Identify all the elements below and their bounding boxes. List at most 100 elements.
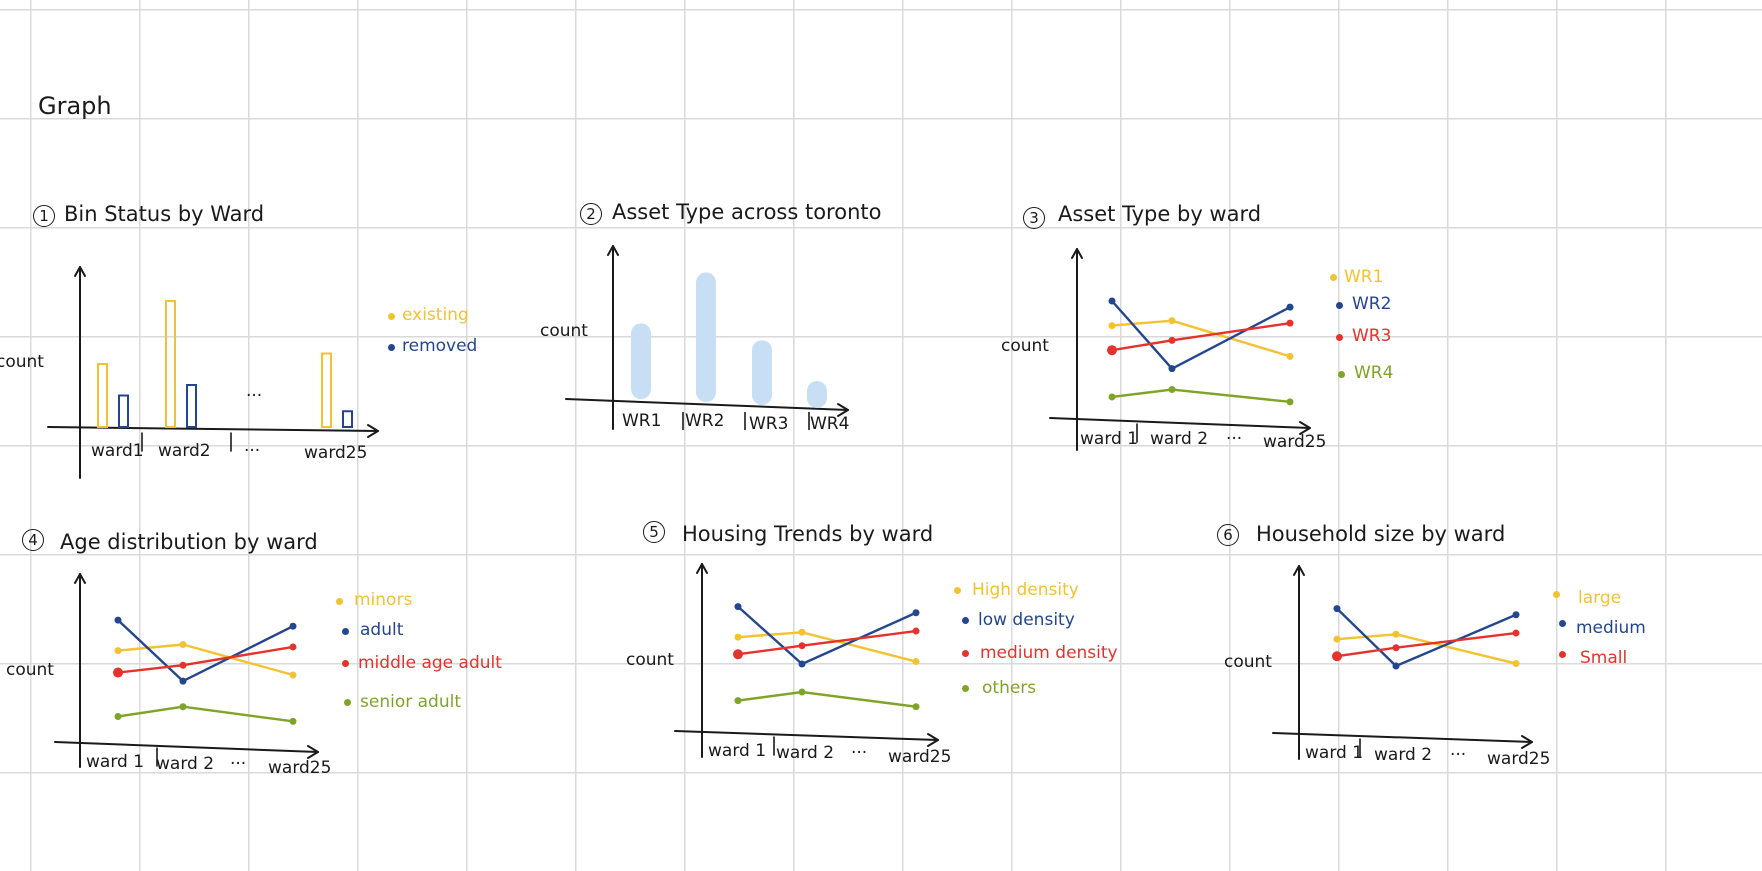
graph-3-legend-label-1: WR1 xyxy=(1344,267,1384,287)
graph-6-point-3-1 xyxy=(1332,651,1342,662)
graph-2-y-arrow xyxy=(607,245,619,256)
graph-4-title: Age distribution by ward xyxy=(60,530,318,554)
graph-5-legend-dot-3 xyxy=(962,650,969,657)
graph-3-point-1-2 xyxy=(1168,317,1176,325)
graph-4-legend-dot-4 xyxy=(344,699,351,706)
graph-5-point-3-1 xyxy=(733,649,743,660)
graph-1-bar-existing-1 xyxy=(97,363,108,428)
graph-3-x-arrow xyxy=(1299,421,1311,435)
graph-5-legend-dot-2 xyxy=(962,617,969,624)
graph-6-x-axis xyxy=(1272,732,1533,743)
graph-5-legend-label-1: High density xyxy=(972,580,1079,600)
graph-1-xlabel-2: ward2 xyxy=(158,441,211,461)
graph-3-xlabel-4: ward25 xyxy=(1263,432,1327,452)
graph-6-legend-label-2: medium xyxy=(1576,618,1646,638)
graph-1-x-arrow xyxy=(367,424,379,438)
graph-5-line-1 xyxy=(736,631,918,663)
graph-6-point-1-3 xyxy=(1512,660,1520,668)
graph-5-number: 5 xyxy=(643,521,665,543)
graph-1-bar-existing-3 xyxy=(321,352,332,428)
graph-3-point-4-1 xyxy=(1108,393,1116,401)
graph-6-legend-label-3: Small xyxy=(1580,648,1628,668)
graph-4-point-1-1 xyxy=(114,647,122,655)
graph-3-number: 3 xyxy=(1023,207,1045,229)
graph-3-legend-dot-4 xyxy=(1338,371,1345,378)
graph-3-xlabel-2: ward 2 xyxy=(1150,429,1209,449)
graph-4-point-3-1 xyxy=(113,667,123,678)
graph-3-legend-dot-3 xyxy=(1336,334,1343,341)
graph-3-y-arrow xyxy=(1071,248,1083,259)
graph-4-line-4 xyxy=(116,705,295,723)
graph-2-xlabel-1: WR1 xyxy=(622,411,662,431)
page-title: Graph xyxy=(38,92,112,120)
graph-1-legend-dot-2 xyxy=(388,344,395,351)
graph-3-point-3-2 xyxy=(1168,336,1176,344)
graph-1-xlabel-1: ward1 xyxy=(91,441,144,461)
graph-3-legend-dot-2 xyxy=(1336,302,1343,309)
graph-4-xlabel-2: ward 2 xyxy=(156,754,215,774)
graph-3-line-2 xyxy=(1110,299,1292,370)
graph-3-title: Asset Type by ward xyxy=(1058,202,1262,226)
graph-4-y-arrow xyxy=(74,573,86,584)
graph-2-xlabel-3: WR3 xyxy=(749,414,789,434)
graph-3-point-2-3 xyxy=(1286,303,1294,311)
graph-3-point-4-3 xyxy=(1286,398,1294,406)
graph-3-point-3-1 xyxy=(1107,345,1117,356)
graph-4-number: 4 xyxy=(22,529,44,551)
graph-1-ylabel: count xyxy=(0,352,44,372)
graph-1-xlabel-3: ··· xyxy=(244,441,261,461)
graph-4-point-1-3 xyxy=(289,671,297,679)
graph-1-bar-existing-2 xyxy=(165,300,176,428)
graph-1-xlabel-4: ward25 xyxy=(304,443,368,463)
graph-3-point-4-2 xyxy=(1168,386,1176,394)
graph-5-point-2-2 xyxy=(798,660,806,668)
graph-6-legend-label-1: large xyxy=(1578,588,1622,608)
graph-6-ylabel: count xyxy=(1224,652,1272,672)
graph-6-point-2-3 xyxy=(1512,611,1520,619)
graph-6-legend-dot-3 xyxy=(1559,651,1566,658)
graph-4-x-axis xyxy=(54,741,319,753)
graph-5-legend-dot-1 xyxy=(954,587,961,594)
graph-5-legend-label-3: medium density xyxy=(980,643,1118,663)
graph-5-point-4-2 xyxy=(798,688,806,696)
graph-4-point-4-3 xyxy=(289,717,297,725)
graph-2-ylabel: count xyxy=(540,321,588,341)
graph-5-point-3-3 xyxy=(912,627,920,635)
graph-3-xlabel-1: ward 1 xyxy=(1080,429,1139,449)
graph-1-legend-label-1: existing xyxy=(402,305,469,325)
graph-6-xlabel-2: ward 2 xyxy=(1374,745,1433,765)
graph-3-point-1-3 xyxy=(1286,352,1294,360)
graph-1-ellipsis: ··· xyxy=(246,386,263,406)
graph-4-ylabel: count xyxy=(6,660,54,680)
graph-5-xlabel-1: ward 1 xyxy=(708,741,767,761)
graph-6-xlabel-1: ward 1 xyxy=(1305,743,1364,763)
graph-4-point-4-2 xyxy=(179,703,187,711)
graph-6-point-2-1 xyxy=(1333,605,1341,613)
graph-5-point-4-1 xyxy=(734,697,742,705)
graph-1-number: 1 xyxy=(33,205,55,227)
graph-3-x-axis xyxy=(1049,417,1311,429)
graph-2-bar-2 xyxy=(696,272,716,402)
graph-6-line-1 xyxy=(1335,633,1518,665)
graph-6-point-2-2 xyxy=(1392,662,1400,670)
graph-5-point-1-1 xyxy=(734,633,742,641)
graph-4-legend-dot-2 xyxy=(342,628,349,635)
graph-4-point-2-2 xyxy=(179,677,187,685)
graph-3-point-2-1 xyxy=(1108,297,1116,305)
graph-4-point-3-2 xyxy=(179,661,187,669)
graph-3-ylabel: count xyxy=(1001,336,1049,356)
graph-4-point-2-1 xyxy=(114,616,122,624)
graph-5-point-4-3 xyxy=(912,703,920,711)
graph-3-line-4 xyxy=(1110,388,1292,404)
graph-1-bar-removed-1 xyxy=(118,394,129,428)
graph-6-x-arrow xyxy=(1521,735,1533,749)
graph-3-line-3 xyxy=(1110,321,1292,352)
graph-5-xlabel-2: ward 2 xyxy=(776,743,835,763)
graph-3-legend-label-3: WR3 xyxy=(1352,326,1392,346)
graph-5-line-4 xyxy=(736,690,918,708)
graph-5-point-2-1 xyxy=(734,603,742,611)
graph-6-legend-dot-1 xyxy=(1553,591,1560,598)
graph-5-legend-dot-4 xyxy=(962,685,969,692)
graph-4-legend-label-1: minors xyxy=(354,590,413,610)
